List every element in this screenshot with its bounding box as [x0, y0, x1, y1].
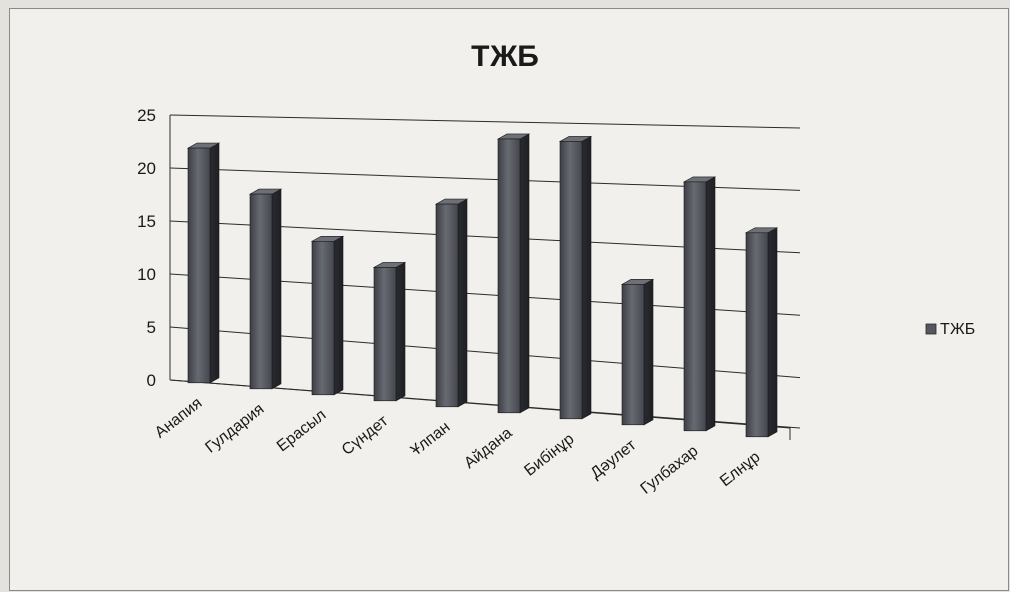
x-tick-label: Гулбахар: [637, 442, 701, 497]
x-tick-label: Бибінұр: [521, 430, 577, 479]
x-tick-label: Гулдария: [202, 401, 267, 457]
bar-front: [559, 141, 583, 420]
x-tick-label: Айдана: [461, 424, 515, 472]
bars-group: [186, 133, 779, 438]
x-tick-label: Сүндет: [339, 412, 392, 459]
chart-title: ТЖБ: [471, 40, 539, 73]
bar-side: [271, 188, 282, 390]
bar: [434, 198, 469, 408]
bar: [682, 176, 717, 432]
legend: ТЖБ: [925, 321, 975, 338]
bar: [310, 235, 345, 396]
y-tick-label: 5: [147, 318, 156, 337]
bar-front: [311, 240, 335, 396]
bar-side: [209, 142, 220, 384]
bar: [248, 188, 283, 390]
bar-side: [643, 278, 654, 426]
y-tick-label: 10: [137, 265, 156, 284]
bar: [620, 278, 655, 426]
bar-front: [249, 193, 273, 390]
x-tick-label: Ерасыл: [274, 407, 330, 456]
bar-side: [581, 135, 592, 420]
bar: [372, 261, 407, 402]
bar-front: [187, 147, 211, 384]
bar-front: [373, 267, 397, 402]
bar-front: [683, 181, 707, 432]
x-tick-label: Дәулет: [588, 436, 640, 482]
x-tick-label: Елнұр: [717, 449, 764, 491]
y-tick-label: 0: [147, 371, 156, 390]
bar: [186, 142, 221, 384]
bar: [496, 133, 531, 414]
y-tick-label: 15: [137, 212, 156, 231]
bar-side: [333, 235, 344, 396]
bar-front: [497, 138, 521, 414]
bar-front: [435, 203, 459, 408]
bar: [744, 227, 779, 438]
bar-side: [519, 133, 530, 414]
gridline: [169, 114, 801, 129]
x-tick-label: Ұлпан: [408, 419, 454, 460]
y-tick-label: 20: [137, 159, 156, 178]
y-tick-label: 25: [137, 106, 156, 125]
bar-front: [621, 284, 645, 426]
legend-swatch: [925, 323, 937, 335]
x-tick-label: Анапия: [152, 395, 206, 442]
bar-side: [767, 227, 778, 438]
bar-side: [705, 176, 716, 432]
bar-side: [457, 198, 468, 408]
bar: [558, 135, 593, 420]
legend-label: ТЖБ: [940, 321, 975, 338]
bar-side: [395, 261, 406, 402]
bar-front: [745, 232, 769, 438]
